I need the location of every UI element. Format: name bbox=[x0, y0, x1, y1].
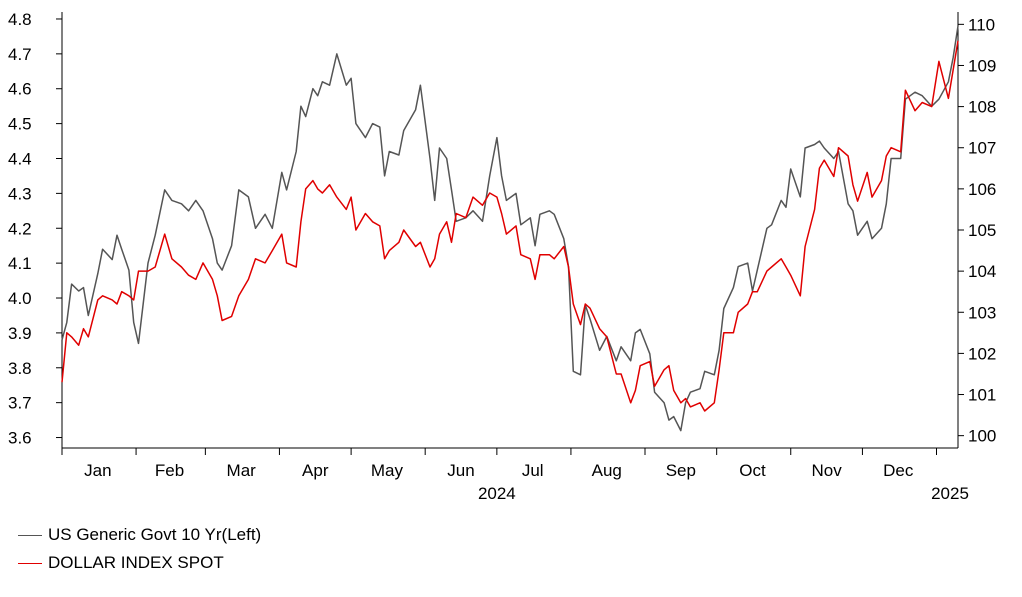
x-month-label: May bbox=[371, 461, 404, 480]
x-ticks: Jan Feb Mar Apr May Jun Jul Aug Sep Oct Nov Dec 2024… bbox=[61, 448, 969, 503]
right-y-tick-label: 109 bbox=[968, 56, 996, 75]
right-y-tick-label: 106 bbox=[968, 180, 996, 199]
right-y-tick-label: 107 bbox=[968, 139, 996, 158]
right-y-tick-label: 101 bbox=[968, 386, 996, 405]
right-y-ticks: 100 101 102 103 104 105 106 107 108 109 110 bbox=[958, 15, 996, 446]
x-year-label: 2025 bbox=[931, 484, 969, 503]
x-month-label: Mar bbox=[227, 461, 257, 480]
right-y-tick-label: 110 bbox=[968, 15, 995, 34]
x-month-label: Aug bbox=[592, 461, 622, 480]
right-y-tick-label: 108 bbox=[968, 98, 996, 117]
x-month-label: Nov bbox=[811, 461, 842, 480]
series-layer bbox=[61, 25, 959, 432]
series-line-us-10yr bbox=[61, 25, 959, 432]
right-y-tick-label: 104 bbox=[968, 262, 996, 281]
left-y-tick-label: 3.9 bbox=[8, 324, 32, 343]
left-y-tick-label: 3.6 bbox=[8, 429, 32, 448]
left-y-tick-label: 4.8 bbox=[8, 10, 32, 29]
x-month-label: Feb bbox=[155, 461, 184, 480]
x-month-label: Apr bbox=[302, 461, 329, 480]
x-month-label: Jun bbox=[447, 461, 474, 480]
right-y-tick-label: 105 bbox=[968, 221, 996, 240]
right-y-tick-label: 103 bbox=[968, 303, 996, 322]
legend-item-dollar: DOLLAR INDEX SPOT bbox=[18, 553, 224, 573]
left-y-ticks: 3.6 3.7 3.8 3.9 4.0 4.1 4.2 4.3 4.4 4.5 4.6 4.7 4.8 bbox=[8, 10, 62, 448]
left-y-tick-label: 4.1 bbox=[8, 254, 32, 273]
x-month-label: Jul bbox=[522, 461, 544, 480]
legend-label-dollar: DOLLAR INDEX SPOT bbox=[48, 553, 224, 572]
left-y-tick-label: 4.3 bbox=[8, 184, 32, 203]
x-month-label: Oct bbox=[739, 461, 766, 480]
left-y-tick-label: 4.2 bbox=[8, 219, 32, 238]
legend-item-yield: US Generic Govt 10 Yr(Left) bbox=[18, 525, 261, 545]
left-y-tick-label: 4.7 bbox=[8, 45, 32, 64]
x-year-label: 2024 bbox=[478, 484, 516, 503]
right-y-tick-label: 100 bbox=[968, 427, 996, 446]
x-month-label: Jan bbox=[84, 461, 111, 480]
x-month-label: Dec bbox=[883, 461, 914, 480]
legend-label-yield: US Generic Govt 10 Yr(Left) bbox=[48, 525, 262, 544]
x-month-label: Sep bbox=[666, 461, 696, 480]
plot-area: 3.63.73.83.94.04.14.24.34.44.54.64.74.8 … bbox=[8, 10, 996, 503]
series-line-dollar-index bbox=[61, 40, 959, 412]
legend-swatch-yield bbox=[18, 534, 42, 536]
right-y-tick-label: 102 bbox=[968, 344, 996, 363]
left-y-tick-label: 4.5 bbox=[8, 115, 32, 134]
left-y-tick-label: 4.4 bbox=[8, 149, 32, 168]
legend-swatch-dollar bbox=[18, 562, 42, 564]
left-y-tick-label: 4.6 bbox=[8, 80, 32, 99]
left-y-tick-label: 4.0 bbox=[8, 289, 32, 308]
left-y-tick-label: 3.7 bbox=[8, 394, 32, 413]
left-y-tick-label: 3.8 bbox=[8, 359, 32, 378]
